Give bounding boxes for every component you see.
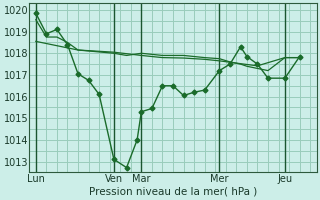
X-axis label: Pression niveau de la mer( hPa ): Pression niveau de la mer( hPa ): [89, 187, 257, 197]
